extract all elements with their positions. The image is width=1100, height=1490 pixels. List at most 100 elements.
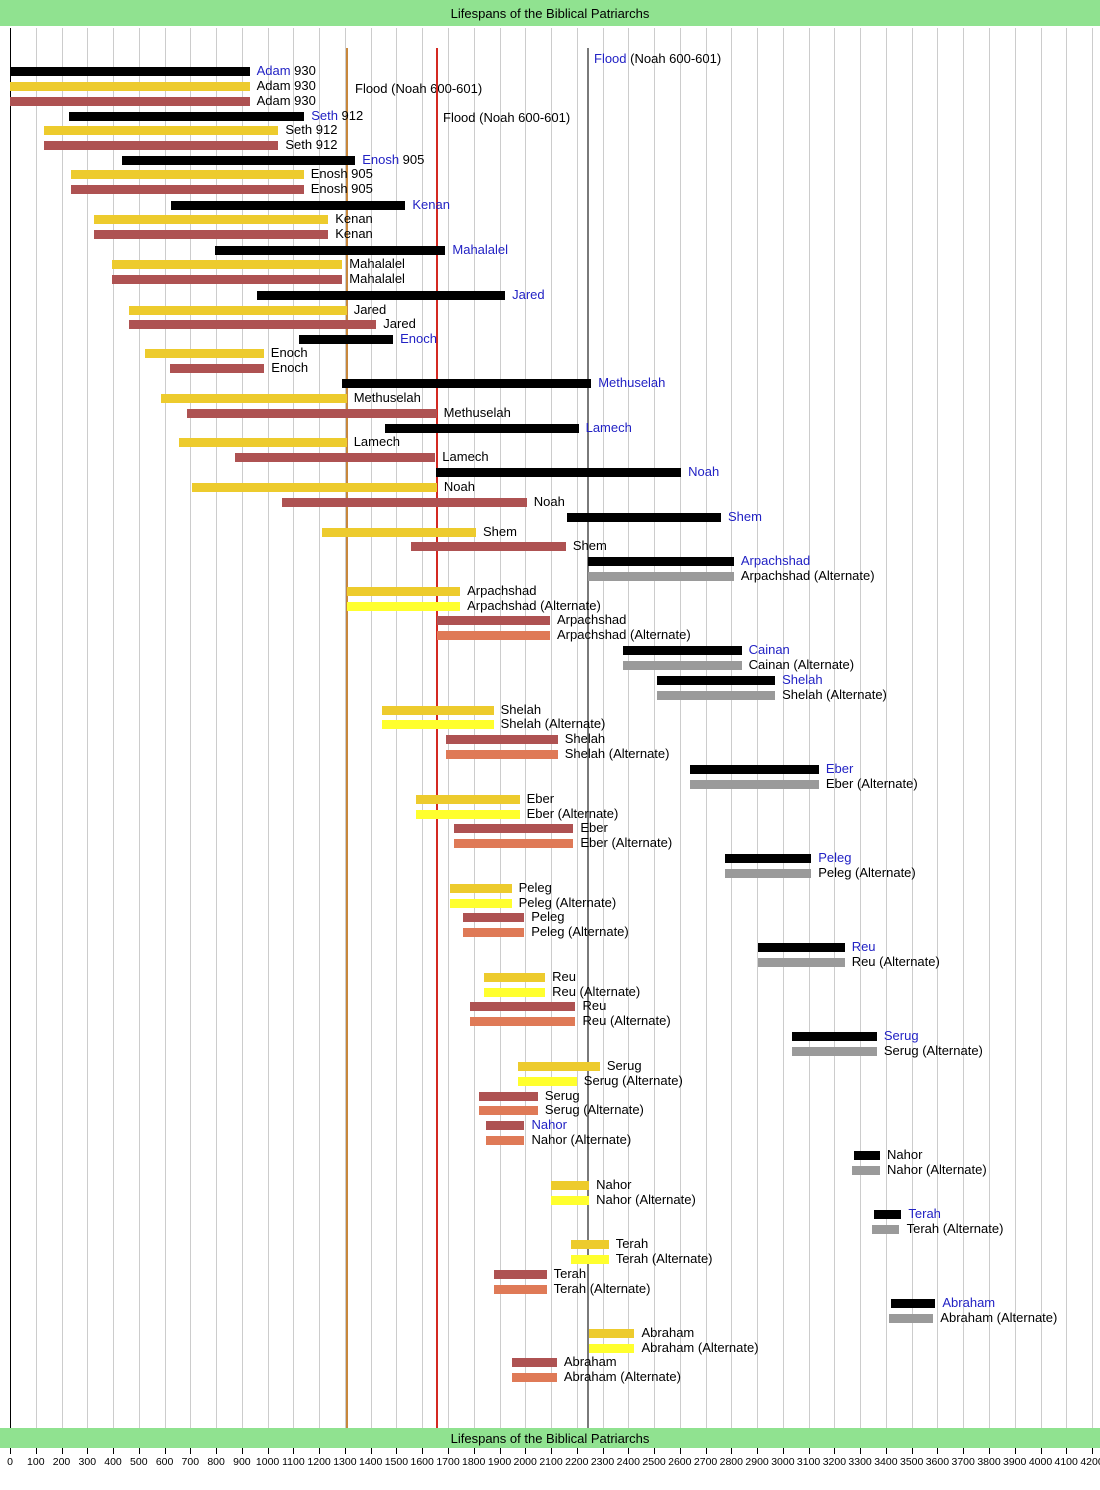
bar-label-jared-black: Jared [512,287,545,303]
bar-enosh-gold [70,170,304,179]
bar-label-abraham-alternate-salmon: Abraham (Alternate) [564,1369,681,1385]
bar-adam-brick [10,97,250,106]
bar-nahor-gold [551,1181,590,1190]
bar-name-text: Arpachshad (Alternate) [557,627,691,642]
bottom-title-band: Lifespans of the Biblical Patriarchs [0,1428,1100,1448]
bar-label-eber-alternate-yellow: Eber (Alternate) [527,806,619,822]
bar-nahor-alternate-yellow [551,1196,590,1205]
bar-label-peleg-gold: Peleg [519,880,552,896]
bar-name-text: Shelah [500,702,542,717]
axis-tick-label: 800 [207,1456,225,1468]
gridline [654,28,656,1428]
axis-tick-label: 200 [52,1456,71,1468]
gridline [757,28,759,1428]
bar-label-enoch-brick: Enoch [271,360,308,376]
bar-label-adam-gold: Adam 930 [257,78,316,94]
bar-peleg-alternate-yellow [450,899,512,908]
gridline [885,28,887,1428]
axis-tick-label: 2100 [539,1456,563,1468]
flood-label-word: Flood [355,81,388,96]
axis-tick-label: 2700 [693,1456,718,1468]
bar-label-eber-alternate-salmon: Eber (Alternate) [580,835,672,851]
bar-arpachshad-gold [347,587,460,596]
bar-name-text: Peleg [531,909,565,924]
bar-label-nahor-alternate-gray: Nahor (Alternate) [887,1162,987,1178]
bar-jared-brick [128,320,377,329]
bar-name-text: Noah [688,464,720,479]
bar-name-text: Reu [851,939,876,954]
bar-peleg-alternate-gray [724,869,812,878]
bar-age-text: 912 [337,108,364,123]
bar-name-text: Shelah (Alternate) [500,716,606,731]
bar-label-kenan-black: Kenan [412,197,450,213]
bar-name-text: Serug (Alternate) [583,1073,683,1088]
axis-tick-label: 2000 [513,1456,537,1468]
bar-label-noah-gold: Noah [444,479,475,495]
bar-name-text: Jared [353,302,387,317]
axis-tick [241,1448,243,1454]
bar-enoch-brick [170,364,265,373]
axis-tick-label: 1100 [282,1456,305,1468]
gridline [113,28,114,1428]
bar-enosh-brick [70,185,304,194]
bar-name-text: Eber [580,820,608,835]
bar-name-text: Shelah (Alternate) [564,746,670,761]
bar-name-text: Shem [572,538,607,553]
bar-name-text: Arpachshad (Alternate) [740,568,875,583]
bar-name-text: Cainan (Alternate) [748,657,855,672]
bar-label-arpachshad-alternate-yellow: Arpachshad (Alternate) [467,598,601,614]
axis-tick [499,1448,501,1454]
gridline [731,28,733,1428]
bar-label-enoch-gold: Enoch [271,345,308,361]
bar-name-text: Kenan [412,197,450,212]
bar-label-serug-alternate-yellow: Serug (Alternate) [584,1073,683,1089]
bar-label-peleg-black: Peleg [818,850,851,866]
axis-tick [113,1448,114,1454]
axis-tick [1092,1448,1093,1454]
bar-age-text: 912 [312,137,338,152]
axis-tick-label: 3800 [977,1456,1001,1468]
bar-name-text: Terah [615,1236,649,1251]
gridline [1040,28,1042,1428]
bar-name-text: Enosh [362,152,400,167]
bar-arpachshad-black [588,557,734,566]
bar-name-text: Serug [606,1058,642,1073]
bar-reu-black [758,943,845,952]
axis-tick-label: 1700 [436,1456,460,1468]
bar-shem-black [566,513,722,522]
axis-tick-label: 0 [7,1456,13,1468]
axis-tick-label: 4000 [1028,1456,1053,1468]
flood-line [435,48,438,1428]
bar-name-text: Arpachshad (Alternate) [467,598,601,613]
bar-label-reu-brick: Reu [583,998,607,1014]
gridline [293,28,295,1428]
bar-name-text: Adam [256,63,291,78]
flood-label-word: Flood [443,110,476,125]
bar-label-mahalalel-gold: Mahalalel [349,256,405,272]
axis-tick-label: 3100 [796,1456,821,1468]
axis-tick [808,1448,810,1454]
bar-jared-black [257,291,506,300]
bar-label-enosh-brick: Enosh 905 [311,181,373,197]
axis-tick-label: 1500 [384,1456,409,1468]
bar-mahalalel-gold [111,260,343,269]
gridline [551,28,552,1428]
bar-name-text: Abraham (Alternate) [940,1310,1058,1325]
bar-name-text: Methuselah [353,390,421,405]
bar-name-text: Shelah (Alternate) [782,687,887,702]
axis-tick [396,1448,398,1454]
axis-tick [190,1448,192,1454]
bar-name-text: Seth [285,122,313,137]
bar-label-methuselah-brick: Methuselah [444,405,511,421]
bar-name-text: Seth [285,137,313,152]
bar-kenan-brick [93,230,329,239]
gridline [164,28,166,1428]
bar-shelah-alternate-gray [656,691,776,700]
axis-tick [885,1448,887,1454]
bar-shelah-black [656,676,776,685]
gridline [989,28,990,1428]
bar-label-shelah-alternate-gray: Shelah (Alternate) [782,687,887,703]
bar-label-terah-alternate-yellow: Terah (Alternate) [616,1251,713,1267]
bar-name-text: Enosh [310,181,348,196]
